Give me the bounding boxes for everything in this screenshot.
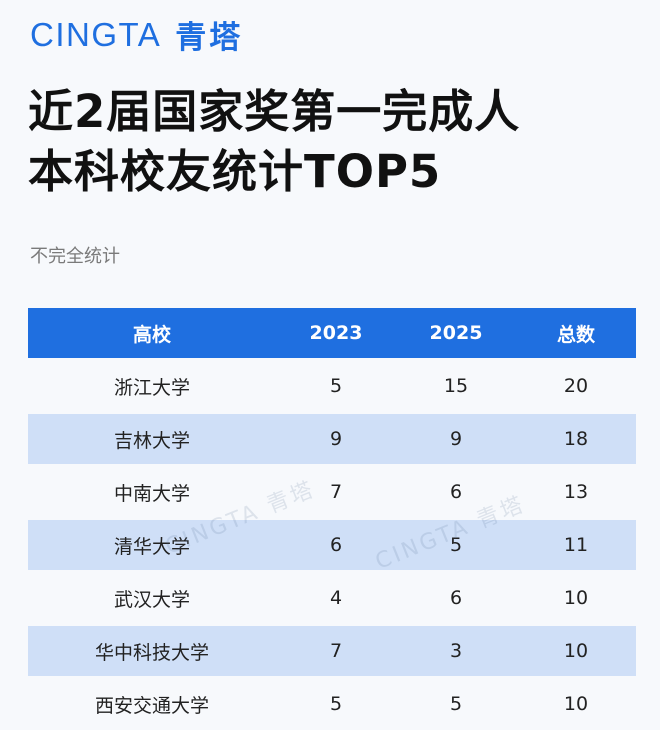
brand-name-cn: 青塔	[175, 20, 244, 56]
table-row: 吉林大学 9 9 18	[28, 412, 636, 466]
title-line-1: 近2届国家奖第一完成人	[28, 85, 521, 138]
cell-school: 吉林大学	[28, 412, 276, 466]
brand-name-en: CINGTA	[30, 15, 162, 53]
cell-school: 武汉大学	[28, 571, 276, 625]
table-row: 华中科技大学 7 3 10	[28, 624, 636, 678]
cell-total: 10	[516, 571, 636, 625]
cell-2025: 15	[396, 359, 516, 413]
cell-2023: 7	[276, 465, 396, 519]
cell-2025: 5	[396, 518, 516, 572]
table-row: 浙江大学 5 15 20	[28, 359, 636, 413]
table-row: 西安交通大学 5 5 10	[28, 677, 636, 729]
cell-2025: 6	[396, 465, 516, 519]
table-header-row: 高校 2023 2025 总数	[28, 308, 636, 360]
cell-2023: 6	[276, 518, 396, 572]
header-school: 高校	[28, 308, 276, 360]
header-total: 总数	[516, 308, 636, 360]
cell-school: 浙江大学	[28, 359, 276, 413]
cell-2023: 7	[276, 624, 396, 678]
cell-total: 20	[516, 359, 636, 413]
table-row: 清华大学 6 5 11	[28, 518, 636, 572]
cell-2023: 9	[276, 412, 396, 466]
cell-school: 清华大学	[28, 518, 276, 572]
statistics-note: 不完全统计	[30, 246, 120, 267]
cell-2025: 5	[396, 677, 516, 729]
cell-school: 中南大学	[28, 465, 276, 519]
page-title: 近2届国家奖第一完成人 本科校友统计TOP5	[28, 82, 520, 202]
cell-2023: 5	[276, 359, 396, 413]
cell-2025: 9	[396, 412, 516, 466]
brand-logo: CINGTA 青塔	[30, 12, 243, 57]
cell-2025: 6	[396, 571, 516, 625]
cell-2023: 5	[276, 677, 396, 729]
table-row: 中南大学 7 6 13	[28, 465, 636, 519]
cell-school: 西安交通大学	[28, 677, 276, 729]
cell-total: 18	[516, 412, 636, 466]
cell-total: 10	[516, 624, 636, 678]
cell-2025: 3	[396, 624, 516, 678]
ranking-table: 高校 2023 2025 总数 浙江大学 5 15 20 吉林大学 9 9 18…	[28, 308, 636, 729]
cell-total: 11	[516, 518, 636, 572]
table-row: 武汉大学 4 6 10	[28, 571, 636, 625]
title-line-2: 本科校友统计TOP5	[28, 145, 442, 198]
cell-total: 10	[516, 677, 636, 729]
header-2025: 2025	[396, 308, 516, 360]
cell-2023: 4	[276, 571, 396, 625]
cell-total: 13	[516, 465, 636, 519]
header-2023: 2023	[276, 308, 396, 360]
cell-school: 华中科技大学	[28, 624, 276, 678]
